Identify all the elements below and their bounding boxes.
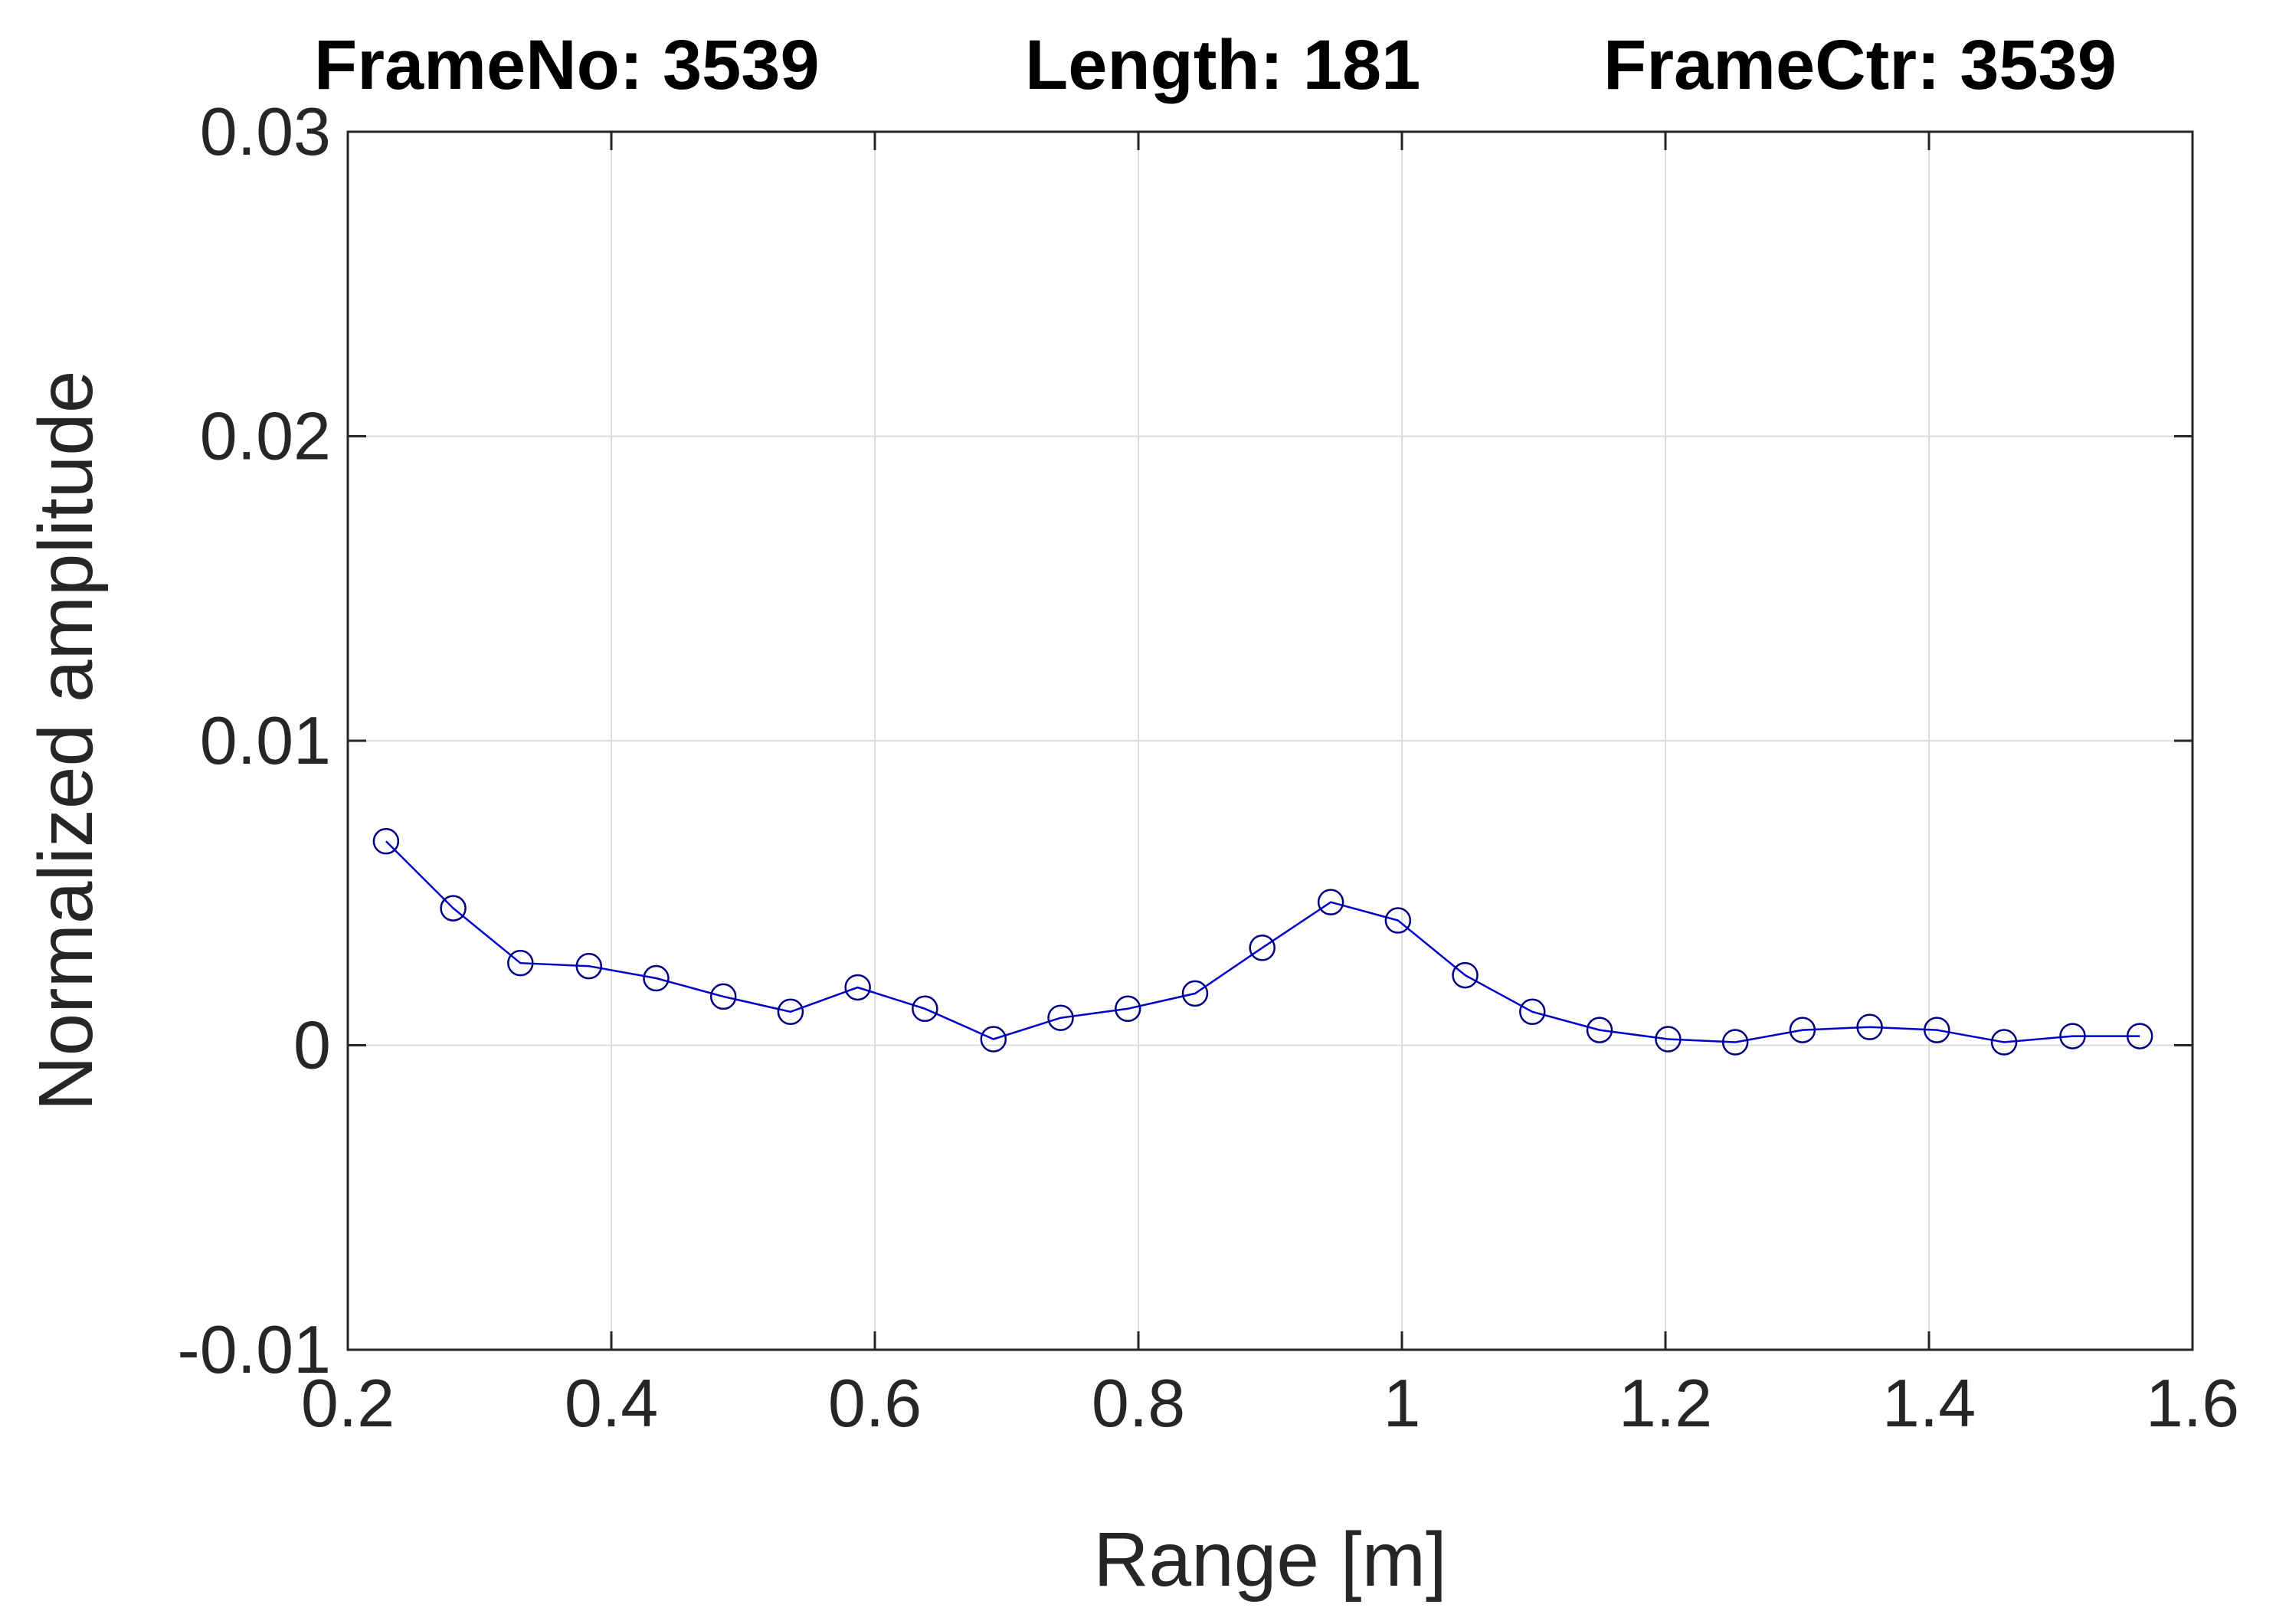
- tick-labels: 0.2 0.4 0.6 0.8 1 1.2 1.4 1.6 -0.01 0 0.01 0.02 0.03: [177, 93, 2239, 1441]
- data-point-marker: [1990, 1029, 2018, 1056]
- x-tick-label: 1: [1384, 1365, 1421, 1441]
- data-point-marker: [1047, 1004, 1074, 1031]
- x-tick-label: 1.6: [2146, 1365, 2239, 1441]
- chart-title-length: Length: 181: [1025, 26, 1420, 104]
- series-line: [385, 840, 2140, 1043]
- data-point-marker: [372, 827, 400, 855]
- data-point-marker: [440, 895, 467, 922]
- data-point-marker: [507, 949, 534, 977]
- plot-series: [372, 827, 2153, 1056]
- data-point-marker: [777, 998, 804, 1026]
- x-axis-label: Range [m]: [1093, 1517, 1446, 1603]
- data-point-marker: [1586, 1017, 1613, 1043]
- x-tick-label: 1.2: [1619, 1365, 1712, 1441]
- chart-title-frame-no: FrameNo: 3539: [314, 26, 820, 104]
- data-point-marker: [1721, 1029, 1749, 1056]
- data-point-marker: [643, 964, 670, 992]
- y-tick-label: 0.03: [200, 93, 331, 169]
- x-tick-label: 1.4: [1882, 1365, 1976, 1441]
- data-point-marker: [1317, 889, 1344, 915]
- y-tick-label: 0.01: [200, 702, 331, 778]
- x-tick-label: 0.8: [1092, 1365, 1185, 1441]
- data-point-marker: [1924, 1017, 1950, 1043]
- y-tick-label: -0.01: [177, 1311, 331, 1387]
- chart-title-frame-ctr: FrameCtr: 3539: [1603, 26, 2117, 104]
- data-point-marker: [575, 952, 603, 980]
- data-point-marker: [1384, 907, 1412, 934]
- x-tick-label: 0.4: [565, 1365, 658, 1441]
- data-point-marker: [2126, 1023, 2153, 1049]
- y-tick-label: 0: [293, 1007, 331, 1083]
- data-point-marker: [1789, 1017, 1816, 1043]
- data-point-marker: [1452, 961, 1479, 989]
- x-tick-label: 0.6: [828, 1365, 922, 1441]
- data-point-marker: [844, 974, 871, 1001]
- data-point-marker: [1181, 980, 1209, 1007]
- data-point-marker: [1856, 1013, 1883, 1040]
- data-point-marker: [2059, 1023, 2086, 1049]
- data-point-marker: [912, 995, 938, 1023]
- y-axis-label: Normalized amplitude: [23, 370, 109, 1111]
- data-point-marker: [709, 983, 737, 1010]
- axes: [346, 130, 2194, 1351]
- x-tick-label: 0.2: [301, 1365, 395, 1441]
- data-point-marker: [980, 1026, 1007, 1053]
- data-point-marker: [1519, 998, 1546, 1026]
- data-point-marker: [1114, 995, 1141, 1023]
- data-point-marker: [1655, 1026, 1682, 1053]
- data-point-marker: [1249, 935, 1276, 961]
- y-tick-label: 0.02: [200, 398, 331, 474]
